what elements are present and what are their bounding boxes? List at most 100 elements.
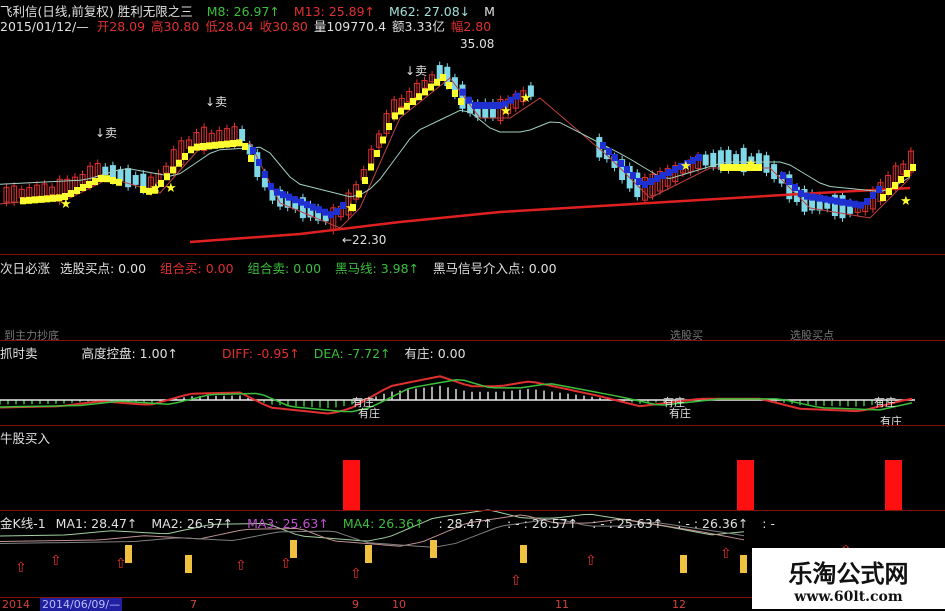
star-icon: ★ [165, 181, 177, 196]
trend-band [286, 193, 292, 201]
signal-band [410, 98, 416, 105]
signal-band [140, 186, 146, 193]
high-price-mark: 35.08 [460, 37, 495, 51]
gold-ma-line [0, 514, 745, 547]
axis-cursor-date: 2014/06/09/— [40, 598, 123, 611]
trend-band [316, 206, 322, 214]
ma-value: : - : 25.63↑ [592, 516, 664, 531]
up-arrow-icon: ⇧ [585, 553, 597, 569]
signal-band [398, 107, 404, 115]
axis-label: 2014 [2, 598, 30, 611]
zhuang-marker: 有庄 [352, 396, 374, 409]
panel2-name: 次日必涨 [0, 261, 51, 276]
ma62-value: M62: 27.08↓ [388, 4, 471, 19]
ma-value: : - : 26.36↑ [677, 516, 749, 531]
trend-band [798, 190, 804, 197]
signal-band [880, 194, 886, 201]
ma8-value: M8: 26.97↑ [206, 4, 280, 19]
signal-band [440, 74, 446, 81]
candle [839, 195, 846, 219]
signal-band [892, 182, 898, 189]
trend-band [340, 202, 346, 209]
panel3-name: 抓时卖 [0, 346, 38, 361]
signal-band [146, 187, 152, 195]
signal-band [182, 153, 188, 160]
up-arrow-icon: ⇧ [235, 558, 247, 574]
signal-band [20, 197, 26, 205]
trend-band [672, 166, 678, 173]
trend-band [292, 196, 298, 204]
candle [102, 166, 109, 176]
signal-band [356, 190, 362, 198]
axis-label: 12 [672, 598, 686, 611]
signal-band [74, 187, 80, 194]
axis-label: 7 [190, 598, 197, 611]
close-value: 收30.80 [259, 19, 308, 34]
signal-band [910, 164, 916, 171]
trend-band [514, 92, 520, 100]
signal-band [726, 164, 732, 171]
signal-band [194, 143, 200, 151]
trend-band [274, 188, 280, 196]
indicator-value: 组合卖: 0.00 [247, 261, 322, 276]
ma-long-line [189, 186, 911, 244]
signal-band [434, 78, 440, 86]
star-icon: ★ [520, 91, 532, 106]
change-value: 幅2.80 [450, 19, 492, 34]
zhuang-marker: 有庄 [358, 407, 380, 420]
trend-band [472, 102, 478, 109]
candle [3, 186, 10, 203]
signal-band [362, 177, 368, 184]
zhuang-marker: 有庄 [880, 415, 902, 428]
signal-band [224, 140, 230, 148]
sell-label: ↓卖 [95, 126, 118, 140]
signal-band [368, 163, 374, 171]
candle [527, 85, 534, 97]
gold-candle [185, 555, 192, 573]
high-value: 高30.80 [151, 19, 200, 34]
ma-value: : - [762, 516, 775, 531]
signal-band [248, 155, 254, 162]
trend-band [280, 191, 286, 199]
trend-band [840, 198, 846, 206]
divider [0, 425, 945, 426]
trend-band [780, 172, 786, 179]
trend-band [334, 208, 340, 215]
signal-band [446, 82, 452, 89]
indicator-value: 有庄: 0.00 [404, 346, 466, 361]
signal-band [92, 178, 98, 185]
signal-band [416, 93, 422, 101]
signal-band [428, 83, 434, 91]
main-header-1: 飞利信(日线,前复权) 胜利无限之三 M8: 26.97↑ M13: 25.89… [0, 1, 505, 20]
trend-band [852, 200, 858, 208]
trend-band [666, 169, 672, 176]
gold-candle [520, 545, 527, 563]
candle [831, 194, 838, 217]
star-icon: ★ [150, 181, 162, 196]
panel3-header: 抓时卖 高度控盘: 1.00↑ DIFF: -0.95↑ DEA: -7.72↑… [0, 343, 476, 362]
trend-band [262, 171, 268, 178]
signal-band [732, 164, 738, 171]
trend-band [696, 154, 702, 161]
trend-band [250, 147, 256, 154]
gold-candle [290, 540, 297, 558]
signal-band [898, 176, 904, 183]
zhuang-marker: 有庄 [663, 396, 685, 409]
gold-candle [430, 540, 437, 558]
candle [900, 163, 907, 175]
trend-band [828, 196, 834, 204]
up-arrow-icon: ⇧ [280, 556, 292, 572]
zhuang-marker: 有庄 [669, 407, 691, 420]
trend-band [870, 192, 876, 199]
candle [132, 175, 139, 185]
signal-band [176, 159, 182, 167]
ma13-value: M13: 25.89↑ [293, 4, 375, 19]
trend-band [618, 160, 624, 167]
watermark: 乐淘公式网 www.60lt.com [752, 548, 945, 609]
low-price-mark: ←22.30 [342, 233, 387, 247]
star-icon: ★ [900, 194, 912, 209]
signal-band [68, 190, 74, 197]
gold-candle [365, 545, 372, 563]
signal-band [200, 143, 206, 150]
trend-band [648, 178, 654, 185]
